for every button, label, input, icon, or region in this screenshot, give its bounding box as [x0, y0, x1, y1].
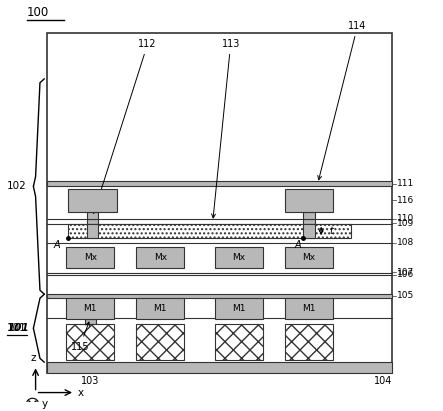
Text: Mx: Mx — [84, 253, 97, 262]
Text: z: z — [31, 353, 36, 363]
Text: 110: 110 — [396, 214, 414, 223]
Text: 101: 101 — [7, 323, 27, 333]
Text: y: y — [42, 399, 48, 409]
Text: 112: 112 — [93, 39, 157, 213]
Bar — [215, 298, 263, 319]
Bar — [47, 363, 392, 374]
Bar — [285, 247, 333, 268]
Bar — [136, 298, 184, 319]
Text: 113: 113 — [212, 39, 240, 218]
Text: M1: M1 — [232, 304, 246, 313]
Text: 109: 109 — [396, 219, 414, 228]
Text: M1: M1 — [302, 304, 316, 313]
Text: 115: 115 — [70, 322, 89, 351]
Text: 111: 111 — [396, 179, 414, 188]
Bar — [303, 224, 315, 238]
Text: Mx+1: Mx+1 — [297, 196, 321, 205]
Bar — [66, 247, 114, 268]
Text: A: A — [54, 240, 61, 249]
Bar — [66, 298, 114, 319]
Text: 105: 105 — [396, 291, 414, 300]
Bar — [87, 224, 98, 238]
Text: Mx: Mx — [154, 253, 167, 262]
Bar — [285, 189, 333, 212]
Text: Mx: Mx — [303, 253, 315, 262]
Bar — [68, 189, 117, 212]
Bar — [47, 181, 392, 186]
Bar — [87, 219, 98, 224]
Text: 107: 107 — [396, 268, 414, 277]
Text: t: t — [329, 226, 333, 236]
Text: Mx+1: Mx+1 — [81, 196, 104, 205]
Text: 103: 103 — [81, 376, 100, 386]
Bar — [136, 324, 184, 360]
Bar — [215, 247, 263, 268]
Text: Mx: Mx — [233, 253, 245, 262]
Bar — [47, 33, 392, 374]
Bar — [215, 324, 263, 360]
Bar — [66, 324, 114, 360]
Bar — [303, 212, 315, 219]
Bar — [85, 319, 96, 324]
Text: 104: 104 — [374, 376, 392, 386]
Text: 114: 114 — [318, 21, 367, 180]
Text: 108: 108 — [396, 238, 414, 247]
Bar — [285, 298, 333, 319]
Text: 101: 101 — [7, 323, 29, 333]
Text: 100: 100 — [27, 6, 49, 19]
Bar — [285, 324, 333, 360]
Text: x: x — [78, 388, 84, 397]
Bar — [87, 212, 98, 219]
Text: A: A — [295, 240, 301, 249]
Text: M1: M1 — [154, 304, 167, 313]
Text: 116: 116 — [396, 196, 414, 205]
Bar — [303, 219, 315, 224]
Bar — [136, 247, 184, 268]
Text: 102: 102 — [7, 182, 27, 192]
Text: 106: 106 — [396, 270, 414, 279]
Bar — [68, 224, 350, 238]
Text: M1: M1 — [84, 304, 97, 313]
Bar — [47, 294, 392, 298]
